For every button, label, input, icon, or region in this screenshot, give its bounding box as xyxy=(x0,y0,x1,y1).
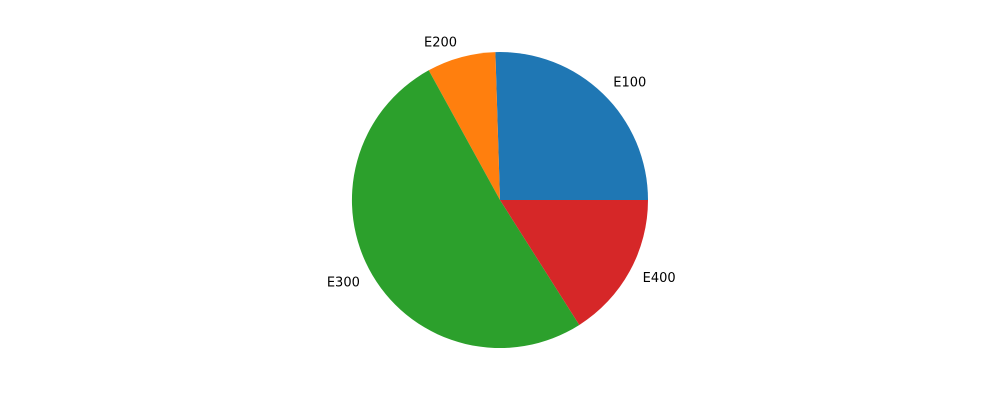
pie-label-e300: E300 xyxy=(327,275,360,290)
pie-label-e400: E400 xyxy=(643,271,676,286)
pie-slice-e200 xyxy=(428,52,500,200)
pie-labels: E100 E200 E300 E400 xyxy=(327,35,676,290)
pie-slice-e300 xyxy=(351,70,580,349)
pie-label-e200: E200 xyxy=(424,35,457,50)
pie-label-e100: E100 xyxy=(613,76,646,91)
pie-slices xyxy=(351,51,649,349)
pie-slice-e100 xyxy=(495,51,649,201)
pie-slice-e400 xyxy=(500,200,648,325)
